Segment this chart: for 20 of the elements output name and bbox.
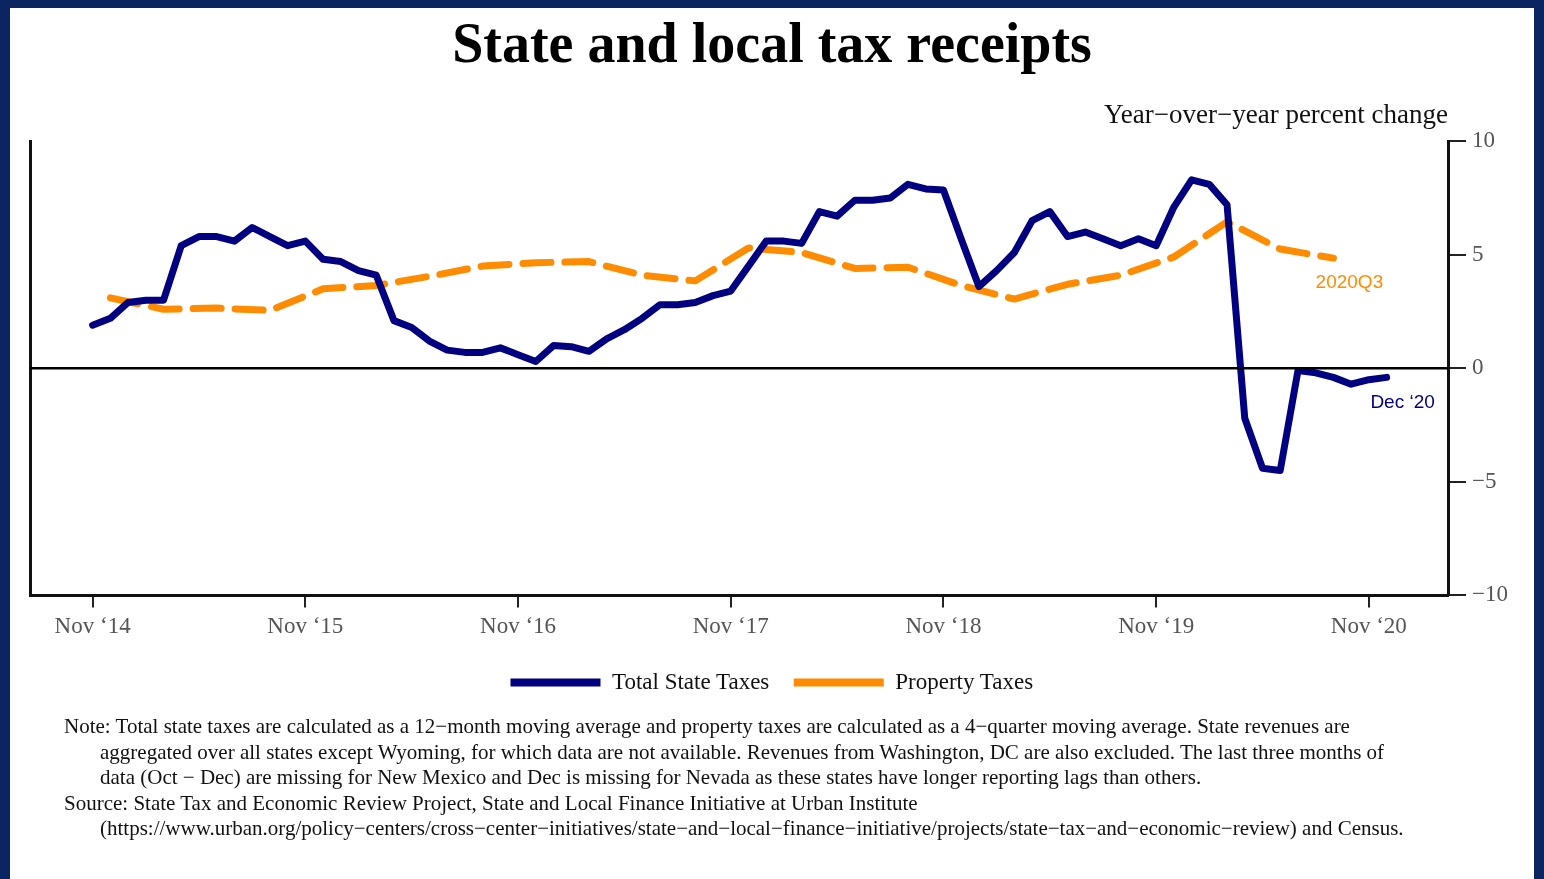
x-tick-label: Nov ‘16 [480, 613, 557, 639]
x-tick-label: Nov ‘15 [267, 613, 344, 639]
legend-label: Total State Taxes [612, 668, 770, 694]
y-tick-label: −5 [1472, 467, 1497, 493]
annotation: 2020Q3 [1315, 271, 1384, 293]
y-tick-label: 0 [1472, 354, 1484, 380]
y-tick-label: −10 [1472, 581, 1509, 607]
x-tick-label: Nov ‘17 [692, 613, 769, 639]
y-tick-label: 5 [1472, 240, 1484, 266]
x-tick-label: Nov ‘19 [1118, 613, 1195, 639]
text: Note: Total state taxes are calculated as a 12−month moving average and property taxes are calculated as a 4−quarter moving average. State revenues are aggregated over all states except Wyoming, for which data are not available. Revenues from Washington, DC are also excluded. The last three months of data (Oct − Dec) are missing for New Mexico and Dec is missing for Nevada as these states have longer reporting lags than others. [64, 714, 1386, 791]
x-tick-label: Nov ‘18 [905, 613, 982, 639]
source-note: Source: State Tax and Economic Review Project, State and Local Finance Initiative at Urban Institute (https://www.urban.org/policy−centers/cross−center−initiatives/state−and−local−finance−initiative/projects/state−tax−and−economic−review) and Census. [64, 790, 1404, 842]
annotation: Dec ‘20 [1370, 390, 1435, 412]
chart-title: State and local tax receipts [452, 12, 1092, 75]
y-axis-title: Year−over−year percent change [1103, 98, 1449, 129]
y-tick-label: 10 [1472, 127, 1496, 153]
x-tick-label: Nov ‘14 [54, 613, 132, 639]
x-tick-label: Nov ‘20 [1330, 613, 1407, 639]
legend-label: Property Taxes [895, 668, 1034, 694]
